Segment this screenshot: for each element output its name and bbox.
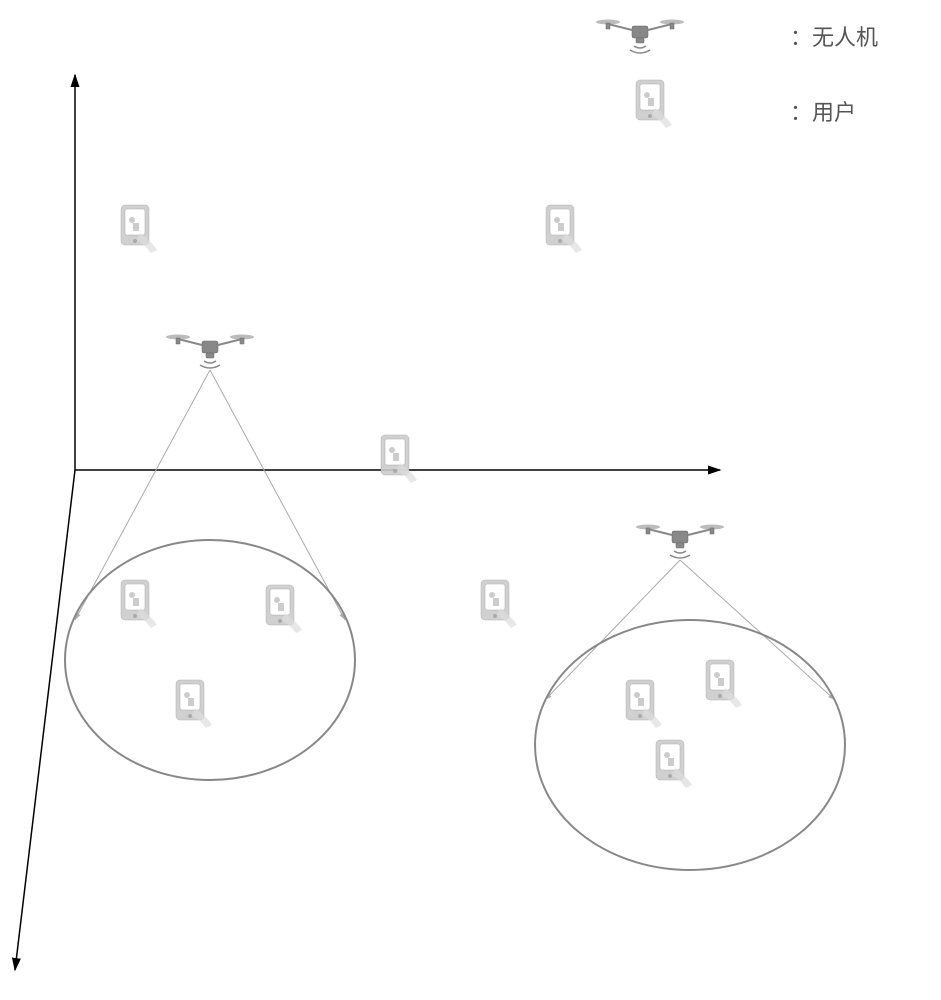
legend-user-icon: [636, 80, 672, 128]
user-9: [656, 740, 692, 788]
users: [121, 205, 742, 788]
user-4: [266, 585, 302, 633]
coverage-ray-0-1: [210, 370, 345, 620]
diagram-canvas: ：无人机 ：用户: [0, 0, 941, 1000]
user-0: [121, 205, 157, 253]
legend: ：无人机 ：用户: [596, 20, 878, 129]
user-1: [546, 205, 582, 253]
drone-1: [636, 525, 724, 559]
coverage-circle-1: [535, 620, 845, 870]
user-3: [121, 580, 157, 628]
user-8: [706, 660, 742, 708]
legend-drone-label: ：无人机: [790, 25, 878, 50]
user-7: [626, 680, 662, 728]
user-2: [381, 435, 417, 483]
legend-drone-icon: [596, 20, 684, 54]
legend-user-label: ：用户: [790, 100, 856, 125]
coverage-ray-1-0: [545, 560, 680, 700]
coverage-ray-1-1: [680, 560, 835, 700]
drone-0: [166, 335, 254, 369]
user-6: [481, 580, 517, 628]
drones: [166, 335, 724, 559]
user-5: [176, 680, 212, 728]
coverage-circle-0: [65, 540, 355, 780]
z-axis: [15, 470, 75, 970]
coverage-areas: [65, 370, 845, 870]
